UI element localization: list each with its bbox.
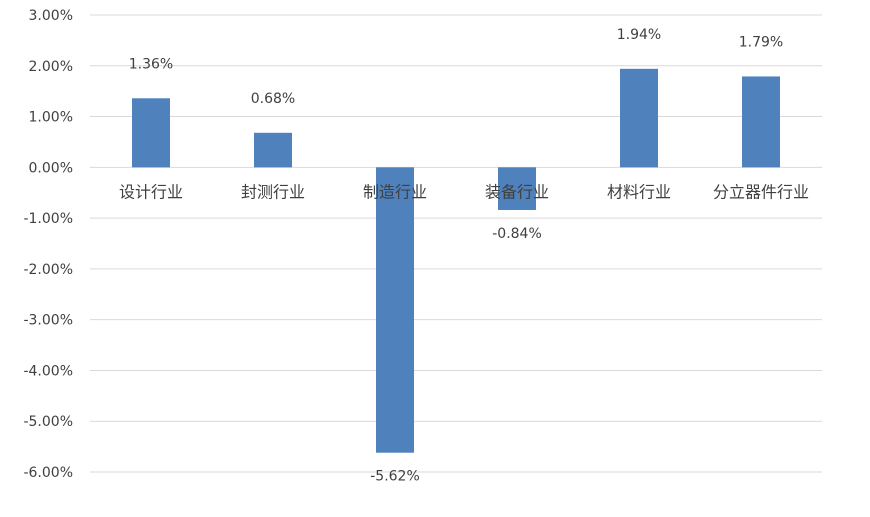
y-axis-tick-labels: 3.00% 2.00% 1.00% 0.00% -1.00% -2.00% -3.00% -4… [23, 8, 73, 481]
data-label: 1.94% [617, 27, 661, 43]
data-label: -5.62% [370, 469, 420, 485]
y-tick-label: 2.00% [29, 59, 73, 75]
bar [254, 132, 292, 168]
category-label: 设计行业 [119, 182, 183, 201]
y-tick-label: 0.00% [29, 160, 73, 176]
y-tick-label: 1.00% [29, 110, 73, 126]
data-label: -0.84% [492, 226, 542, 242]
bar [620, 68, 658, 168]
bar [498, 167, 536, 210]
category-label: 分立器件行业 [713, 182, 809, 201]
y-tick-label: -4.00% [23, 363, 73, 379]
y-tick-label: -5.00% [23, 414, 73, 430]
y-tick-label: -6.00% [23, 465, 73, 481]
bar [376, 167, 414, 453]
bars [132, 68, 780, 453]
gridlines [90, 14, 822, 473]
y-tick-label: -2.00% [23, 262, 73, 278]
category-label: 封测行业 [241, 182, 305, 201]
data-label: 0.68% [251, 91, 295, 107]
data-label: 1.79% [739, 34, 783, 50]
data-label: 1.36% [129, 56, 173, 72]
category-labels: 设计行业 封测行业 制造行业 装备行业 材料行业 分立器件行业 [119, 182, 809, 201]
category-label: 材料行业 [607, 182, 671, 201]
category-label: 装备行业 [485, 182, 549, 201]
bar [132, 98, 170, 168]
y-tick-label: 3.00% [29, 8, 73, 24]
data-labels: 1.36% 0.68% -5.62% -0.84% 1.94% 1.79% [129, 27, 783, 485]
category-label: 制造行业 [363, 182, 427, 201]
y-tick-label: -3.00% [23, 313, 73, 329]
bar [742, 76, 780, 168]
y-tick-label: -1.00% [23, 211, 73, 227]
